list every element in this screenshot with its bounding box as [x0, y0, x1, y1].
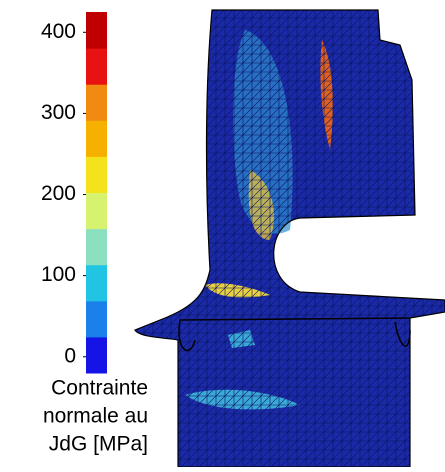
color-band	[86, 228, 107, 266]
color-band	[86, 120, 107, 157]
label-line: Contrainte	[51, 377, 148, 400]
tick-label: 400	[41, 20, 76, 43]
color-band	[86, 300, 107, 338]
color-band	[86, 84, 107, 121]
label-line: JdG [MPa]	[49, 433, 148, 456]
color-band	[86, 264, 107, 302]
tick-label: 200	[41, 182, 76, 205]
colorbar-label: Contrainte normale au JdG [MPa]	[43, 377, 148, 456]
fem-model	[134, 9, 445, 468]
colorbar: 0 100 200 300 400 Contrainte normale au JdG [MP…	[41, 12, 148, 456]
color-band	[86, 156, 107, 193]
label-line: normale au	[43, 405, 148, 428]
tick-label: 100	[41, 263, 76, 286]
color-band	[86, 48, 107, 85]
color-band	[86, 336, 107, 374]
tick-label: 300	[41, 101, 76, 124]
color-band	[86, 12, 107, 49]
color-band	[86, 192, 107, 230]
tick-label: 0	[64, 344, 76, 367]
